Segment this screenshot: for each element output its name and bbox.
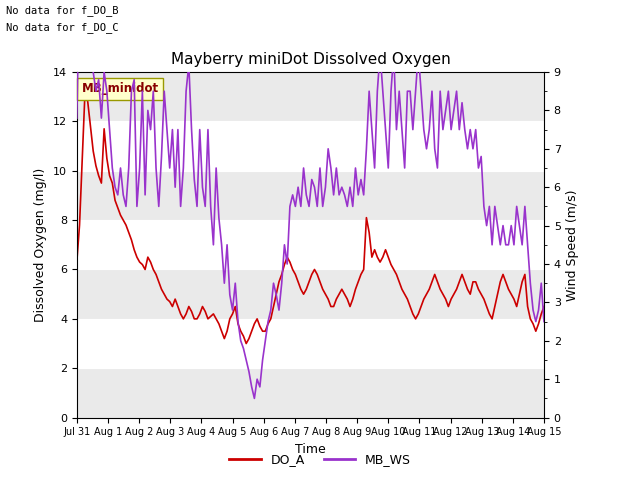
Bar	[77, 269, 544, 319]
X-axis label: Time: Time	[295, 443, 326, 456]
Bar	[77, 72, 544, 121]
Y-axis label: Dissolved Oxygen (mg/l): Dissolved Oxygen (mg/l)	[35, 168, 47, 322]
Bar	[77, 368, 544, 418]
Legend: DO_A, MB_WS: DO_A, MB_WS	[224, 448, 416, 471]
Text: No data for f_DO_B: No data for f_DO_B	[6, 5, 119, 16]
Bar	[77, 171, 544, 220]
Y-axis label: Wind Speed (m/s): Wind Speed (m/s)	[566, 189, 579, 300]
Text: MB_minidot: MB_minidot	[81, 83, 159, 96]
Text: No data for f_DO_C: No data for f_DO_C	[6, 22, 119, 33]
Title: Mayberry miniDot Dissolved Oxygen: Mayberry miniDot Dissolved Oxygen	[170, 52, 451, 67]
